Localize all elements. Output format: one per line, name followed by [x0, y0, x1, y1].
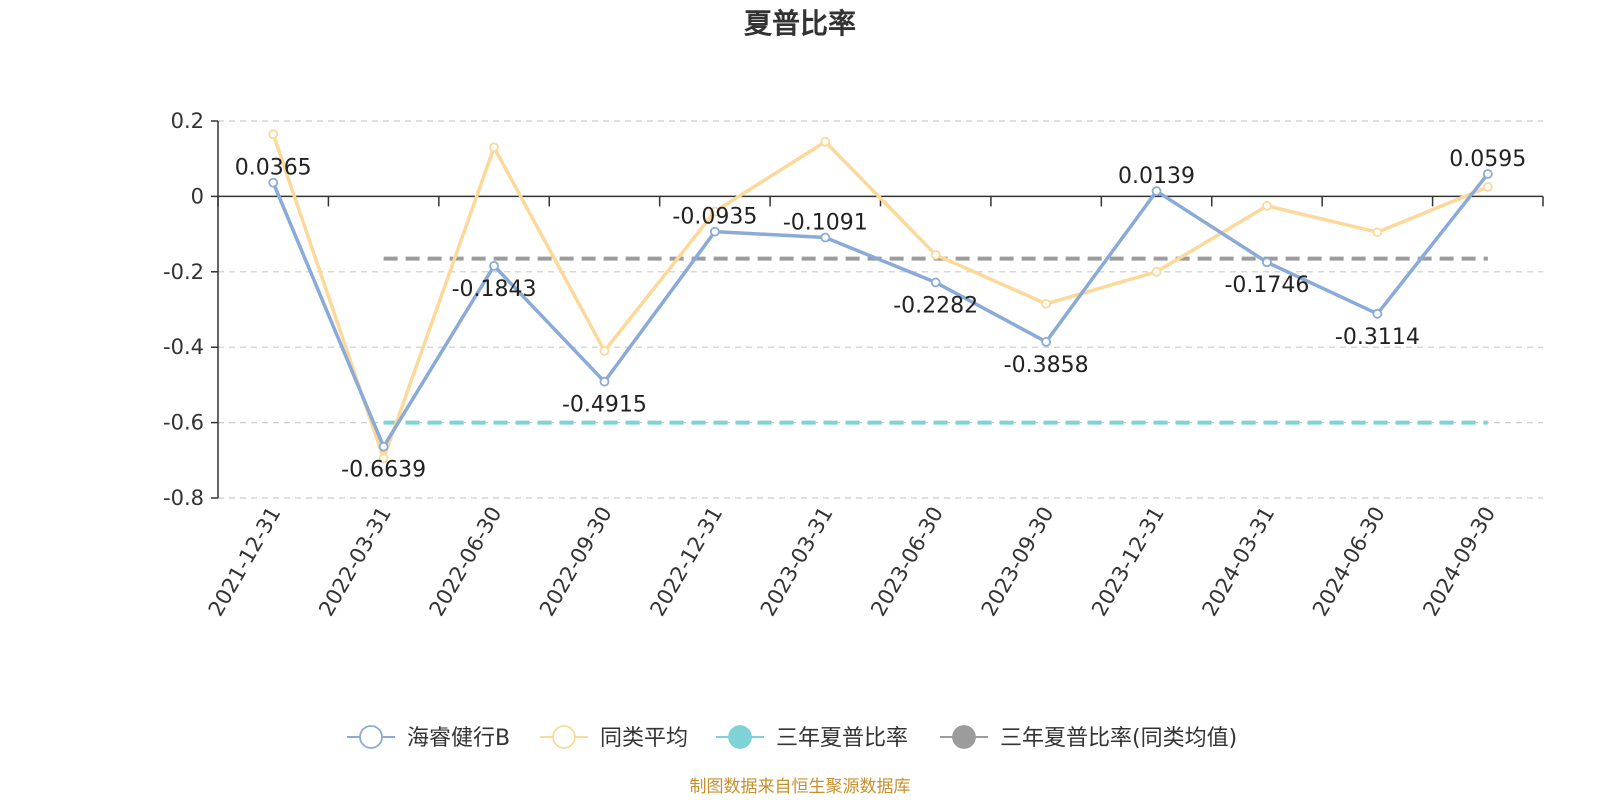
- legend-marker: [728, 725, 752, 749]
- legend-marker: [552, 725, 576, 749]
- source-note: 制图数据来自恒生聚源数据库: [690, 777, 911, 797]
- y-tick-label: -0.8: [163, 486, 204, 510]
- x-tick-label: 2023-12-31: [1087, 503, 1169, 621]
- x-tick-label: 2023-09-30: [977, 503, 1059, 621]
- peer-average-point: [1262, 200, 1272, 211]
- peer-average-point: [599, 346, 610, 356]
- series-line-fund: [271, 172, 1490, 449]
- fund-point: [709, 226, 720, 237]
- peer-average-point: [820, 136, 831, 147]
- data-label: -0.1091: [783, 211, 868, 236]
- y-tick-label: 0.2: [171, 109, 204, 133]
- x-tick-label: 2024-03-31: [1197, 503, 1279, 621]
- legend-label: 三年夏普比率: [776, 726, 908, 751]
- x-tick-label: 2022-09-30: [535, 503, 617, 621]
- fund-point: [599, 376, 610, 387]
- legend: 海睿健行B 同类平均 三年夏普比率 三年夏普比率(同类均值): [347, 725, 1237, 751]
- y-tick-label: -0.2: [163, 260, 204, 284]
- x-tick-label: 2021-12-31: [204, 503, 286, 621]
- peer-average-point: [378, 453, 389, 464]
- y-tick-labels: 0.2 0 -0.2 -0.4 -0.6 -0.8: [163, 109, 204, 510]
- legend-marker: [359, 725, 383, 749]
- x-tick-label: 2023-03-31: [756, 503, 838, 621]
- legend-label: 同类平均: [600, 726, 688, 751]
- data-label: -0.2282: [893, 293, 978, 318]
- fund-point: [930, 277, 941, 288]
- axes: [217, 121, 1544, 498]
- fund-point: [268, 177, 279, 188]
- peer-average-point: [709, 206, 720, 217]
- data-label: -0.1746: [1224, 273, 1309, 298]
- x-tick-label: 2023-06-30: [866, 502, 948, 620]
- peer-average-point: [930, 249, 941, 260]
- data-label: -0.6639: [341, 458, 426, 483]
- fund-point: [489, 260, 499, 271]
- x-tick-label: 2024-09-30: [1418, 503, 1500, 621]
- data-label: -0.0935: [672, 205, 757, 230]
- legend-item: 三年夏普比率(同类均值): [940, 725, 1237, 751]
- data-label: -0.3858: [1004, 353, 1089, 378]
- fund-point: [1151, 186, 1162, 197]
- fund-point: [1041, 336, 1052, 347]
- y-tick-label: 0: [191, 184, 204, 208]
- grid-lines: [211, 120, 1543, 499]
- x-tick-label: 2022-12-31: [645, 503, 727, 621]
- data-label: -0.3114: [1335, 325, 1420, 350]
- peer-average-point: [1482, 182, 1493, 192]
- x-tick-label: 2024-06-30: [1308, 503, 1390, 621]
- peer-average-point: [268, 129, 279, 140]
- legend-item: 三年夏普比率: [716, 725, 908, 751]
- legend-marker: [952, 725, 976, 749]
- fund-point: [820, 232, 831, 243]
- series-line-peer-average: [271, 133, 1489, 461]
- x-tick-label: 2022-06-30: [425, 502, 507, 620]
- fund-point: [1372, 308, 1383, 319]
- data-label: -0.1843: [452, 277, 537, 302]
- data-labels: 0.0365 -0.6639 -0.1843 -0.4915 -0.0935 -0.109…: [235, 147, 1527, 483]
- series-lines: [268, 129, 1493, 464]
- legend-item: 同类平均: [540, 725, 688, 751]
- legend-label: 三年夏普比率(同类均值): [1000, 726, 1237, 751]
- fund-point: [1262, 257, 1272, 268]
- chart-title: 夏普比率: [744, 7, 856, 40]
- legend-item: 海睿健行B: [347, 725, 510, 751]
- legend-label: 海睿健行B: [407, 726, 510, 751]
- peer-average-point: [489, 142, 499, 153]
- data-label: -0.4915: [562, 393, 647, 418]
- fund-point: [1482, 169, 1493, 179]
- y-tick-label: -0.6: [163, 411, 204, 435]
- fund-point: [378, 441, 389, 452]
- y-tick-label: -0.4: [163, 335, 204, 359]
- peer-average-point: [1372, 227, 1383, 238]
- peer-average-point: [1041, 298, 1052, 309]
- peer-average-point: [1151, 266, 1162, 277]
- data-label: 0.0595: [1449, 147, 1526, 172]
- data-label: 0.0365: [235, 156, 312, 181]
- x-tick-label: 2022-03-31: [314, 503, 396, 621]
- data-label: 0.0139: [1118, 164, 1195, 189]
- x-tick-labels: 2021-12-31 2022-03-31 2022-06-30 2022-09-30…: [204, 502, 1500, 620]
